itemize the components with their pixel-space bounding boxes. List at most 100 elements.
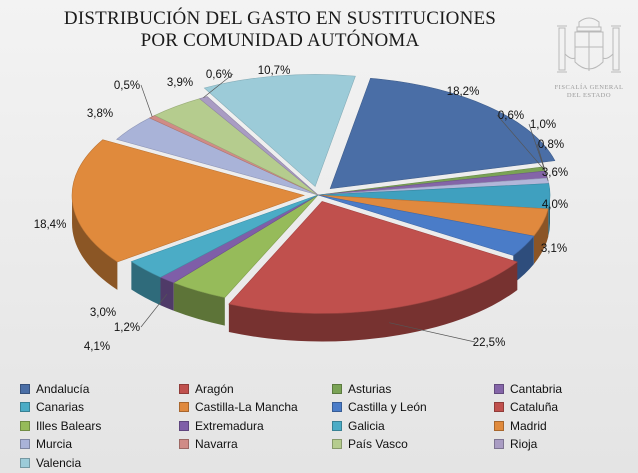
legend-item: Andalucía	[20, 380, 179, 398]
legend-item: País Vasco	[332, 436, 494, 454]
pie-slice-andaluc-a	[329, 78, 556, 189]
data-label: 3,9%	[167, 77, 193, 89]
legend-item: Castilla y León	[332, 399, 494, 417]
data-label: 3,6%	[542, 167, 568, 179]
watermark-text: FISCALÍA GENERAL DEL ESTADO	[549, 84, 629, 100]
legend-label: Castilla y León	[348, 400, 427, 415]
legend: Andalucía Aragón Asturias Cantabria Canarias…	[20, 380, 620, 472]
pie-slice-wall	[72, 195, 118, 290]
pie-chart: 18,2% 0,6% 1,0% 0,8% 3,6% 4,0% 3,1% 22,5% 4,1% 1,…	[34, 65, 568, 353]
pie-slice-castilla-y-le-n	[317, 194, 535, 256]
chart-title: DISTRIBUCIÓN DEL GASTO EN SUSTITUCIONES …	[0, 8, 560, 52]
pie-slice-side-11	[72, 195, 118, 290]
legend-label: Murcia	[36, 437, 73, 452]
data-label: 3,0%	[90, 307, 116, 319]
pie-slice-wall	[533, 208, 549, 265]
legend-label: Canarias	[36, 400, 85, 415]
data-label: 4,1%	[84, 341, 110, 353]
legend-swatch	[332, 383, 342, 394]
legend-item: Aragón	[179, 380, 332, 398]
pie-slice-valencia	[203, 74, 356, 187]
legend-label: Castilla-La Mancha	[195, 400, 298, 415]
legend-item: Extremadura	[179, 417, 332, 435]
data-label: 0,8%	[538, 139, 564, 151]
legend-item: Galicia	[332, 417, 494, 435]
legend-swatch	[494, 402, 504, 413]
legend-label: Cantabria	[510, 381, 563, 396]
legend-item: Navarra	[179, 436, 332, 454]
legend-item: Castilla-La Mancha	[179, 399, 332, 417]
legend-swatch	[179, 439, 189, 450]
legend-label: Cataluña	[510, 400, 559, 415]
legend-item: Canarias	[20, 399, 179, 417]
pie-slice-galicia	[130, 194, 319, 278]
data-label: 22,5%	[473, 337, 506, 349]
pie-slice-madrid	[71, 139, 306, 263]
leader-line	[536, 143, 549, 181]
legend-label: Galicia	[348, 418, 385, 433]
data-label: 4,0%	[542, 199, 568, 211]
data-label: 0,6%	[498, 110, 524, 122]
legend-item: Cataluña	[494, 399, 614, 417]
data-label: 18,4%	[34, 219, 67, 231]
legend-swatch	[179, 420, 189, 431]
legend-swatch	[494, 439, 504, 450]
legend-label: Asturias	[348, 381, 392, 396]
legend-swatch	[179, 383, 189, 394]
data-label: 1,2%	[114, 322, 140, 334]
leader-line	[140, 293, 168, 328]
data-label: 10,7%	[258, 65, 291, 77]
pie-slice-wall	[160, 277, 174, 311]
legend-label: Madrid	[510, 418, 547, 433]
legend-swatch	[494, 383, 504, 394]
legend-swatch	[20, 420, 30, 431]
pie-slice-side-6	[513, 236, 534, 284]
pie-slice-wall	[548, 195, 550, 237]
legend-label: Illes Balears	[36, 418, 102, 433]
legend-item: Asturias	[332, 380, 494, 398]
data-label: 3,8%	[87, 108, 113, 120]
pie-slice-wall	[131, 261, 161, 306]
pie-slice-wall	[228, 261, 518, 342]
data-label: 18,2%	[447, 86, 480, 98]
legend-swatch	[332, 420, 342, 431]
legend-swatch	[332, 402, 342, 413]
leader-line	[496, 114, 544, 170]
watermark-line-2: DEL ESTADO	[566, 92, 612, 99]
legend-item: Madrid	[494, 417, 614, 435]
chart-title-line-2: POR COMUNIDAD AUTÓNOMA	[140, 30, 420, 51]
coat-of-arms-icon	[557, 17, 621, 73]
legend-item: Valencia	[20, 454, 179, 472]
data-label: 3,1%	[541, 243, 567, 255]
legend-label: Extremadura	[195, 418, 264, 433]
data-label: 0,6%	[206, 69, 232, 81]
pie-slice-wall	[513, 236, 534, 284]
legend-label: Valencia	[36, 455, 82, 470]
legend-item: Murcia	[20, 436, 179, 454]
legend-swatch	[20, 402, 30, 413]
legend-item: Illes Balears	[20, 417, 179, 435]
pie-slice-side-5	[533, 208, 549, 265]
legend-label: Navarra	[195, 437, 238, 452]
leader-lines	[140, 73, 549, 343]
legend-item: Cantabria	[494, 380, 614, 398]
data-label: 1,0%	[530, 119, 556, 131]
legend-swatch	[20, 457, 30, 468]
legend-label: Rioja	[510, 437, 538, 452]
legend-swatch	[494, 420, 504, 431]
chart-title-line-1: DISTRIBUCIÓN DEL GASTO EN SUSTITUCIONES	[63, 8, 497, 29]
data-label: 0,5%	[114, 80, 140, 92]
legend-swatch	[332, 439, 342, 450]
legend-swatch	[20, 439, 30, 450]
legend-label: Aragón	[195, 381, 234, 396]
legend-label: Andalucía	[36, 381, 90, 396]
legend-swatch	[179, 402, 189, 413]
pie-slice-wall	[173, 282, 225, 326]
leader-line	[528, 123, 547, 175]
pie-layer	[71, 74, 556, 342]
pie-slice-side-7	[228, 261, 518, 342]
leader-line	[203, 73, 234, 98]
legend-item: Rioja	[494, 436, 614, 454]
leader-line	[140, 84, 153, 117]
pie-slice-side-10	[131, 261, 161, 306]
